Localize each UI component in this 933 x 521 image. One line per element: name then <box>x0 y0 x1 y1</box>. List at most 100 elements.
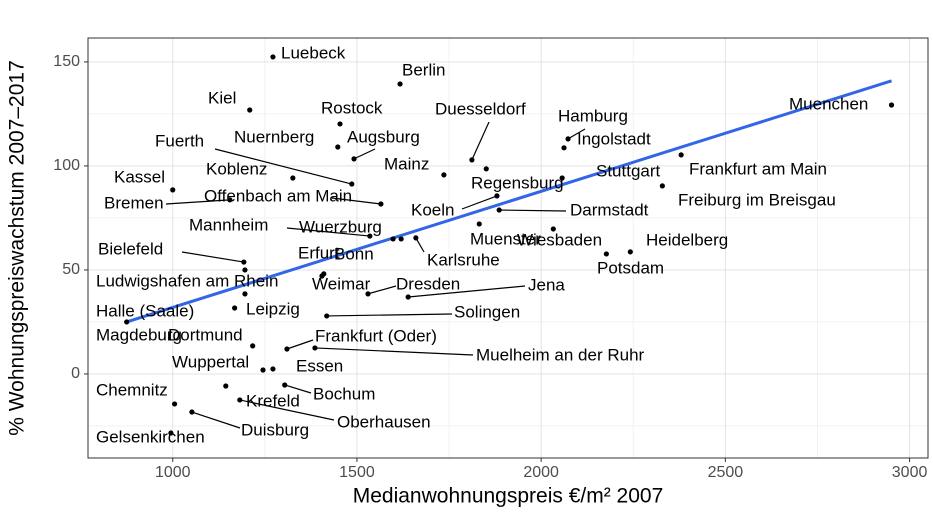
point-label: Oberhausen <box>337 412 431 431</box>
x-axis-title: Medianwohnungspreis €/m² 2007 <box>353 485 664 508</box>
point <box>405 294 411 300</box>
point-label: Wuppertal <box>172 352 249 371</box>
point-label: Heidelberg <box>646 230 728 249</box>
point-label: Bonn <box>334 244 374 263</box>
leader-line <box>461 195 498 210</box>
plot-background <box>88 38 928 458</box>
point <box>659 183 665 189</box>
point <box>550 226 556 232</box>
point-label: Bielefeld <box>98 239 163 258</box>
point-label: Krefeld <box>246 391 300 410</box>
x-tick-label: 1000 <box>155 464 191 481</box>
point-label: Muenster <box>470 229 541 248</box>
point <box>284 346 290 352</box>
point <box>888 102 895 108</box>
point <box>367 233 373 239</box>
point <box>232 305 238 311</box>
point <box>603 251 609 257</box>
point <box>270 54 276 60</box>
point-label: Freiburg im Breisgau <box>678 190 836 209</box>
y-tick-label: 150 <box>53 53 80 70</box>
plot-frame <box>87 37 929 459</box>
leader-line <box>408 285 526 298</box>
point-label: Duesseldorf <box>435 99 526 118</box>
point-label: Potsdam <box>597 258 664 277</box>
point-label: Essen <box>296 356 343 375</box>
point-label: Erfurt <box>298 243 340 262</box>
point-label: Nuernberg <box>234 127 314 146</box>
point-label: Chemnitz <box>96 380 168 399</box>
point-label: Mainz <box>384 154 429 173</box>
point-label: Frankfurt (Oder) <box>315 326 437 345</box>
point-label: Karlsruhe <box>427 250 500 269</box>
point-label: Koblenz <box>206 159 267 178</box>
point <box>319 273 325 279</box>
leader-line <box>331 197 381 205</box>
y-tick-label: 100 <box>53 157 80 174</box>
point <box>496 207 502 213</box>
x-tick-label: 2000 <box>523 464 559 481</box>
point <box>324 313 330 319</box>
point <box>678 152 684 158</box>
point <box>365 291 371 297</box>
point-label: Dresden <box>396 274 460 293</box>
point-label: Wiesbaden <box>517 230 602 249</box>
y-tick-label: 0 <box>71 365 80 382</box>
y-axis-title: % Wohnungspreiswachstum 2007–2017 <box>6 60 29 436</box>
point-label: Bochum <box>313 384 375 403</box>
point <box>476 221 482 227</box>
leader-line <box>471 121 490 161</box>
point <box>247 107 253 113</box>
point <box>469 157 475 163</box>
leader-line <box>239 399 335 421</box>
point <box>627 249 633 255</box>
leader-line <box>284 384 312 394</box>
point <box>565 136 571 142</box>
x-tick-label: 1500 <box>339 464 375 481</box>
leader-line <box>181 251 244 263</box>
point-label: Mannheim <box>189 215 268 234</box>
point-label: Weimar <box>312 274 371 293</box>
point <box>242 291 248 297</box>
point <box>168 430 174 436</box>
leader-line <box>415 237 425 253</box>
point <box>559 175 565 181</box>
point <box>171 401 178 407</box>
point-label: Muelheim an der Ruhr <box>476 345 645 364</box>
point-label: Solingen <box>454 302 520 321</box>
point-label: Kiel <box>208 88 236 107</box>
point-label: Stuttgart <box>596 161 661 180</box>
point <box>337 121 343 127</box>
point <box>483 166 489 172</box>
point-label: Muenchen <box>789 94 868 113</box>
point <box>250 343 256 349</box>
point-label: Fuerth <box>155 131 204 150</box>
leader-line <box>567 128 586 140</box>
point <box>189 409 195 415</box>
point <box>242 267 248 273</box>
point <box>290 175 296 181</box>
point <box>561 145 567 151</box>
point-label: Kassel <box>114 167 165 186</box>
point-label: Luebeck <box>281 43 346 62</box>
leader-line <box>499 209 567 212</box>
point-label: Regensburg <box>471 173 564 192</box>
point-label: Magdeburg <box>96 325 182 344</box>
point <box>241 259 247 265</box>
point-label: Berlin <box>402 60 445 79</box>
point-label: Gelsenkirchen <box>96 427 205 446</box>
point-label: Ingolstadt <box>577 129 651 148</box>
leader-line <box>353 148 376 160</box>
point-label: Koeln <box>411 200 454 219</box>
point <box>398 236 404 242</box>
point-label: Jena <box>528 275 565 294</box>
point <box>237 397 243 403</box>
point <box>441 172 447 178</box>
leader-line <box>214 148 352 185</box>
point <box>413 235 419 241</box>
point <box>335 144 341 150</box>
point-label: Bremen <box>104 193 164 212</box>
leader-line <box>314 347 474 356</box>
leader-line <box>191 411 241 429</box>
